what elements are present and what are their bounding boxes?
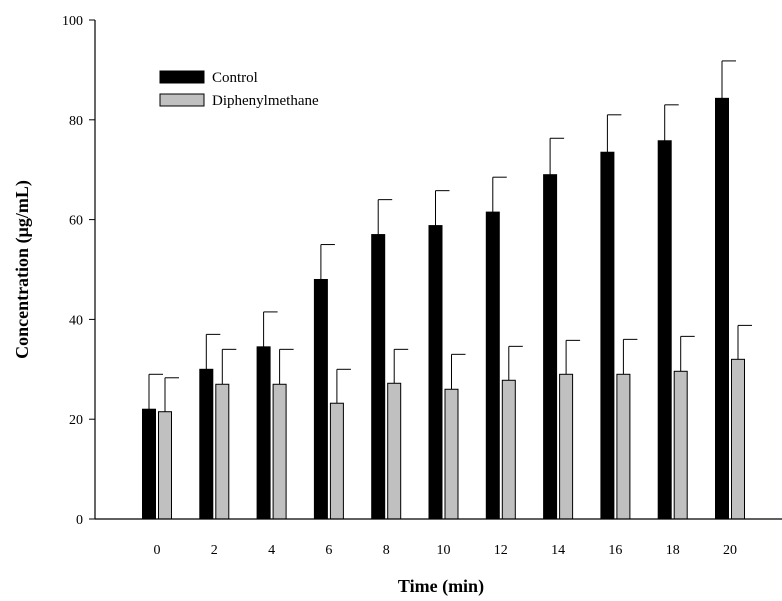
y-tick-label: 100 [62,14,83,29]
legend-label-diphenylmethane: Diphenylmethane [212,93,319,109]
x-tick-label: 2 [211,543,218,558]
bar-diphenylmethane [329,402,344,520]
bar-control [142,408,156,520]
legend-swatch-diphenylmethane [159,93,205,107]
bar-diphenylmethane [731,358,745,520]
x-ticks: 0 2 4 6 8 10 12 14 16 18 20 [154,543,738,558]
bar-control [371,234,386,520]
legend-label-control: Control [212,70,258,86]
bar-diphenylmethane [272,383,287,520]
bar-diphenylmethane [559,373,574,520]
bar-diphenylmethane [616,373,631,520]
y-tick-label: 60 [69,214,83,229]
bar-control [600,151,615,520]
x-tick-label: 8 [383,543,390,558]
x-tick-label: 20 [723,543,737,558]
x-axis-title: Time (min) [398,576,484,597]
x-tick-label: 10 [437,543,451,558]
bar-control [199,368,214,520]
x-tick-label: 14 [551,543,565,558]
legend: Control Diphenylmethane [159,70,319,109]
x-tick-label: 6 [325,543,332,558]
y-axis-title: Concentration (µg/mL) [12,180,33,359]
axes-layer [94,20,782,520]
bar-control [543,174,558,520]
bar-diphenylmethane [501,379,516,520]
bar-control [428,225,443,520]
bar-control [657,140,672,520]
bar-diphenylmethane [215,383,230,520]
y-ticks: 0 20 40 60 80 100 [62,14,95,528]
x-tick-label: 4 [268,543,275,558]
x-tick-label: 12 [494,543,508,558]
bar-control [256,346,271,520]
x-tick-label: 0 [154,543,161,558]
bars-layer [142,60,752,520]
bar-control [715,97,729,520]
y-tick-label: 0 [76,513,83,528]
bar-diphenylmethane [158,411,172,520]
x-tick-label: 16 [608,543,622,558]
legend-swatch-control [159,70,205,84]
x-tick-label: 18 [666,543,680,558]
y-tick-label: 80 [69,114,83,129]
bar-control [485,211,500,520]
bar-diphenylmethane [673,370,688,520]
y-tick-label: 40 [69,313,83,328]
bar-diphenylmethane [387,382,402,520]
bar-diphenylmethane [444,388,459,520]
y-tick-label: 20 [69,413,83,428]
bar-control [313,278,328,520]
